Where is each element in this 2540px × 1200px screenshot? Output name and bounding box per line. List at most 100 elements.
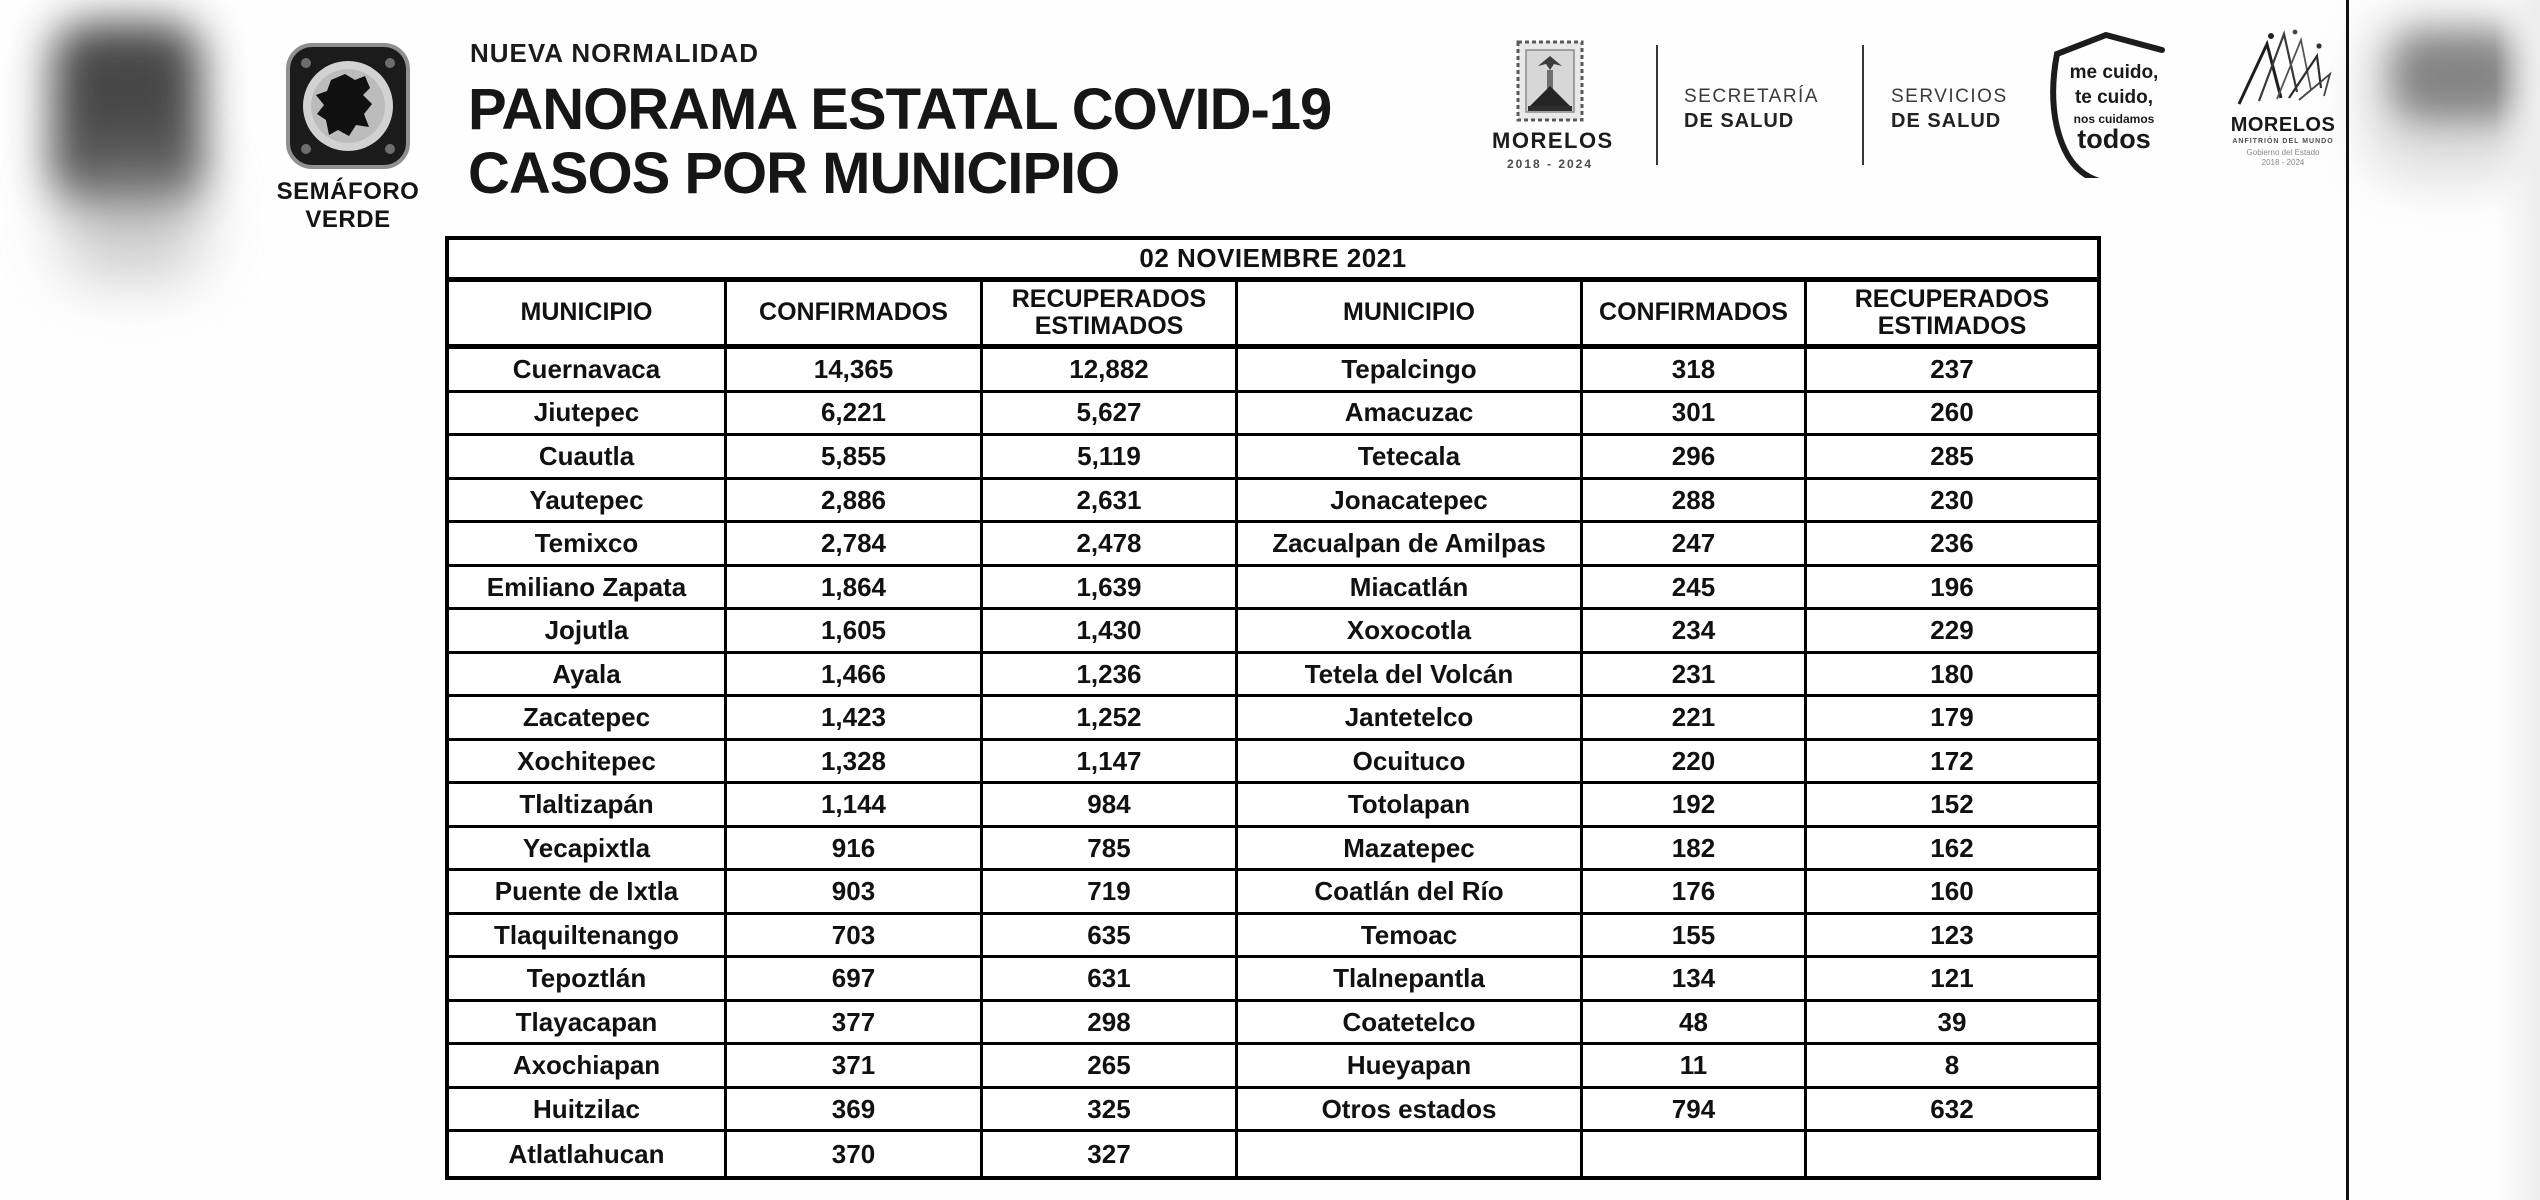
- count-cell: 230: [1807, 480, 2097, 524]
- table-date-header: 02 NOVIEMBRE 2021: [449, 240, 2097, 282]
- count-cell: 1,236: [983, 653, 1238, 698]
- municipio-cell: Jiutepec: [449, 392, 727, 437]
- municipio-cell: Tlaquiltenango: [449, 914, 727, 959]
- brand-name: MORELOS: [2230, 114, 2336, 136]
- municipio-cell: Totolapan: [1238, 784, 1583, 828]
- cases-by-municipio-table: 02 NOVIEMBRE 2021 MUNICIPIO CONFIRMADOS …: [445, 236, 2101, 1180]
- count-cell: 180: [1807, 654, 2097, 698]
- state-seal-name: MORELOS: [1492, 128, 1614, 153]
- count-cell: 1,639: [983, 566, 1238, 611]
- count-cell: 172: [1807, 741, 2097, 785]
- count-cell: 8: [1807, 1045, 2097, 1089]
- municipio-cell: Tlayacapan: [449, 1001, 727, 1046]
- right-edge-fade: [2495, 0, 2540, 1200]
- empty-cell: [1238, 1132, 1583, 1176]
- kicker-text: NUEVA NORMALIDAD: [470, 38, 759, 68]
- count-cell: 234: [1583, 610, 1807, 654]
- count-cell: 1,252: [983, 697, 1238, 741]
- secretaria-de-salud-wordmark: SECRETARÍA DE SALUD: [1684, 86, 1819, 133]
- municipio-cell: Amacuzac: [1238, 392, 1583, 437]
- municipio-cell: Emiliano Zapata: [449, 566, 727, 611]
- count-cell: 632: [1807, 1089, 2097, 1133]
- semaforo-icon: [286, 43, 410, 169]
- brand-tagline: ANFITRIÓN DEL MUNDO: [2232, 138, 2334, 145]
- municipio-cell: Temixco: [449, 523, 727, 567]
- logo-divider-1: [1656, 45, 1658, 165]
- semaforo-badge: SEMÁFORO VERDE: [277, 42, 419, 233]
- count-cell: 916: [727, 827, 983, 872]
- count-cell: 719: [983, 871, 1238, 915]
- municipio-cell: Axochiapan: [449, 1045, 727, 1089]
- count-cell: 984: [983, 784, 1238, 828]
- count-cell: 794: [1583, 1088, 1807, 1133]
- count-cell: 192: [1583, 784, 1807, 828]
- count-cell: 2,784: [727, 523, 983, 567]
- count-cell: 220: [1583, 740, 1807, 785]
- municipio-cell: Zacatepec: [449, 697, 727, 741]
- content-right-edge-line: [2346, 0, 2349, 1200]
- count-cell: 327: [983, 1132, 1238, 1176]
- municipio-cell: Coatlán del Río: [1238, 871, 1583, 915]
- count-cell: 785: [983, 827, 1238, 872]
- count-cell: 6,221: [727, 392, 983, 437]
- left-blur-shadow: [62, 150, 202, 280]
- municipio-cell: Tetecala: [1238, 436, 1583, 480]
- count-cell: 12,882: [983, 349, 1238, 393]
- count-cell: 635: [983, 914, 1238, 959]
- count-cell: 703: [727, 914, 983, 959]
- count-cell: 377: [727, 1001, 983, 1046]
- servicios-de-salud-wordmark: SERVICIOS DE SALUD: [1891, 86, 2008, 133]
- municipio-cell: Cuernavaca: [449, 349, 727, 393]
- municipio-cell: Atlatlahucan: [449, 1132, 727, 1176]
- secretaria-line2: DE SALUD: [1684, 110, 1795, 132]
- count-cell: 2,478: [983, 523, 1238, 567]
- logo-divider-2: [1862, 45, 1864, 165]
- count-cell: 182: [1583, 827, 1807, 872]
- secretaria-line1: SECRETARÍA: [1684, 86, 1820, 107]
- municipio-cell: Yautepec: [449, 479, 727, 524]
- count-cell: 123: [1807, 915, 2097, 959]
- state-seal-icon: [1516, 40, 1584, 122]
- municipio-cell: Tepoztlán: [449, 958, 727, 1002]
- brand-subtext-line1: Gobierno del Estado: [2246, 148, 2320, 157]
- municipio-cell: Jojutla: [449, 610, 727, 654]
- municipio-cell: Cuautla: [449, 436, 727, 480]
- page-title: PANORAMA ESTATAL COVID-19: [468, 77, 1332, 142]
- count-cell: 260: [1807, 393, 2097, 437]
- count-cell: 245: [1583, 566, 1807, 611]
- page-subtitle: CASOS POR MUNICIPIO: [468, 141, 1120, 206]
- municipio-cell: Zacualpan de Amilpas: [1238, 523, 1583, 567]
- count-cell: 5,627: [983, 392, 1238, 437]
- municipio-cell: Coatetelco: [1238, 1001, 1583, 1046]
- municipio-cell: Miacatlán: [1238, 566, 1583, 611]
- left-blur-artifact: [52, 22, 202, 202]
- count-cell: 265: [983, 1045, 1238, 1089]
- count-cell: 236: [1807, 523, 2097, 567]
- count-cell: 288: [1583, 479, 1807, 524]
- state-seal: MORELOS 2018 - 2024: [1492, 40, 1614, 171]
- semaforo-label-line1: SEMÁFORO: [276, 178, 420, 205]
- count-cell: 369: [727, 1088, 983, 1133]
- count-cell: 2,886: [727, 479, 983, 524]
- state-seal-years: 2018 - 2024: [1506, 157, 1594, 171]
- municipio-cell: Ayala: [449, 653, 727, 698]
- count-cell: 1,144: [727, 784, 983, 828]
- count-cell: 1,147: [983, 740, 1238, 785]
- column-header-recuperados-left: RECUPERADOS ESTIMADOS: [983, 282, 1238, 349]
- empty-cell: [1583, 1132, 1807, 1176]
- municipio-cell: Yecapixtla: [449, 827, 727, 872]
- brand-subtext-line2: 2018 - 2024: [2261, 158, 2305, 168]
- count-cell: 631: [983, 958, 1238, 1002]
- count-cell: 318: [1583, 349, 1807, 393]
- count-cell: 1,328: [727, 740, 983, 785]
- count-cell: 152: [1807, 784, 2097, 828]
- count-cell: 5,855: [727, 436, 983, 480]
- column-header-recuperados-right: RECUPERADOS ESTIMADOS: [1807, 282, 2097, 349]
- count-cell: 121: [1807, 958, 2097, 1002]
- municipio-cell: Xoxocotla: [1238, 610, 1583, 654]
- count-cell: 155: [1583, 914, 1807, 959]
- count-cell: 48: [1583, 1001, 1807, 1046]
- count-cell: 903: [727, 871, 983, 915]
- count-cell: 1,466: [727, 653, 983, 698]
